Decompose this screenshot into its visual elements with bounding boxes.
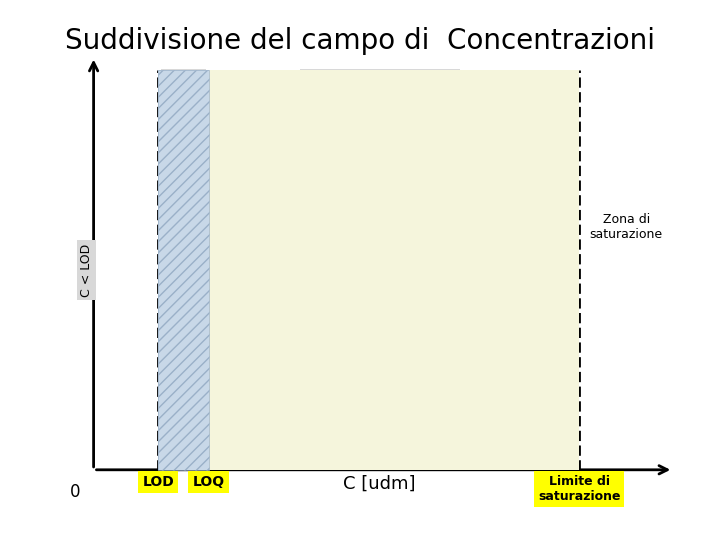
Text: LOD: LOD bbox=[143, 475, 174, 489]
Text: Analisi quantitativa: Analisi quantitativa bbox=[300, 282, 460, 301]
Text: C [udm]: C [udm] bbox=[343, 475, 416, 493]
Text: Limite di
saturazione: Limite di saturazione bbox=[538, 475, 621, 503]
Text: Zona di
quantificazione: Zona di quantificazione bbox=[332, 191, 428, 219]
Text: LOQ: LOQ bbox=[193, 475, 225, 489]
Text: C ≠0: C ≠0 bbox=[164, 73, 202, 88]
Text: Zona di
saturazione: Zona di saturazione bbox=[590, 213, 663, 241]
Text: Suddivisione del campo di  Concentrazioni: Suddivisione del campo di Concentrazioni bbox=[65, 27, 655, 55]
Text: 0: 0 bbox=[71, 483, 81, 501]
Text: C < LOD: C < LOD bbox=[80, 244, 93, 296]
Text: Analisi qualitativa: Analisi qualitativa bbox=[177, 214, 190, 326]
Text: C = X udm
Analisi quantitativa: C = X udm Analisi quantitativa bbox=[306, 76, 454, 108]
